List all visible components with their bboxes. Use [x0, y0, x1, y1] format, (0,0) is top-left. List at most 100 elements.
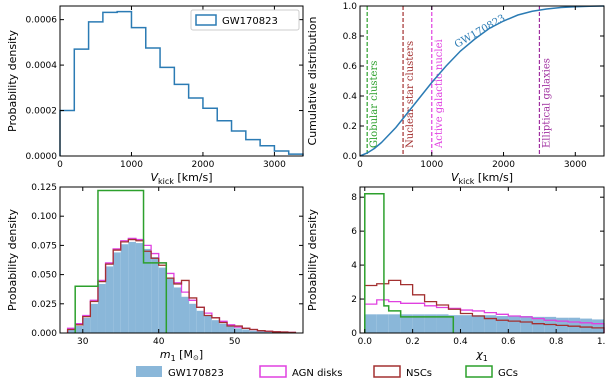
histogram-bar [257, 331, 266, 333]
histogram-bar [227, 325, 235, 333]
axes-frame [59, 5, 304, 157]
y-tick-label: 0.0002 [26, 107, 58, 117]
y-tick-label: 0.0 [343, 152, 358, 162]
y-tick-label: 0 [351, 329, 357, 339]
y-tick-label: 0.0004 [26, 61, 58, 71]
x-axis-label: Vkick [km/s] [451, 171, 513, 186]
legend-label: GW170823 [222, 16, 278, 27]
histogram-bar [508, 316, 521, 333]
histogram-step [66, 238, 297, 334]
y-axis-label: Probability density [306, 209, 319, 311]
histogram-bar [128, 241, 136, 333]
y-tick-label: 2 [351, 295, 357, 305]
y-tick-label: 0.125 [31, 183, 57, 193]
histogram-bar [424, 314, 437, 333]
histogram-bar [376, 314, 389, 333]
legend-label: GW170823 [168, 368, 224, 379]
histogram-bar [249, 330, 258, 333]
x-tick-label: 0.2 [405, 337, 419, 347]
histogram-bar [400, 314, 413, 333]
legend: GW170823 [190, 9, 300, 31]
y-tick-label: 0.0000 [26, 152, 58, 162]
legend-swatch [195, 14, 217, 26]
reference-line-label: Active galactic nuclei [434, 39, 445, 149]
y-tick-label: 0.025 [31, 300, 57, 310]
panel-kick-velocity-density: 0 1000 2000 3000 0.0000 0.0002 0.0004 0.0006 Pro… [6, 5, 304, 186]
histogram-bar [196, 310, 205, 333]
y-tick-label: 0.6 [343, 62, 358, 72]
histogram-bar [82, 317, 91, 333]
y-axis-label: Probability density [6, 30, 19, 132]
histogram-bar [234, 328, 243, 333]
x-tick-label: 2000 [191, 160, 214, 170]
y-tick-label: 4 [351, 261, 357, 271]
x-tick-label: 40 [153, 337, 165, 347]
histogram-bar [520, 316, 533, 333]
histogram-bar [166, 278, 174, 333]
x-tick-label: 1000 [120, 160, 143, 170]
histogram-bar [67, 329, 76, 333]
x-tick-label: 3000 [263, 160, 286, 170]
legend-swatch [465, 365, 493, 378]
x-tick-label: 0 [357, 160, 363, 170]
legend-swatch [136, 366, 162, 377]
histogram-bar [412, 314, 425, 333]
y-tick-label: 0.2 [343, 122, 357, 132]
x-axis-label: Vkick [km/s] [150, 171, 212, 186]
histogram-bar [105, 266, 114, 333]
reference-line-label: Nuclear star clusters [405, 41, 416, 148]
histogram-step [74, 189, 168, 333]
histogram-bar [75, 325, 83, 333]
histogram-bar [460, 315, 473, 333]
x-tick-label: 3000 [564, 160, 587, 170]
y-tick-label: 6 [351, 227, 357, 237]
histogram-bar [265, 331, 273, 333]
legend-label: GCs [498, 368, 518, 379]
legend-swatch [373, 365, 401, 378]
legend-swatch [259, 365, 287, 378]
x-tick-label: 0.0 [358, 337, 373, 347]
y-tick-label: 8 [351, 193, 357, 203]
histogram-bar [181, 296, 190, 333]
histogram-bar [151, 257, 159, 333]
histogram-step [364, 279, 605, 333]
reference-line-label: Globular clusters [369, 61, 380, 148]
histogram-bar [242, 329, 250, 333]
y-tick-label: 0.075 [31, 241, 57, 251]
histogram-bar [364, 314, 377, 333]
histogram-bar [204, 315, 212, 333]
histogram-bar [388, 314, 401, 333]
histogram-bar [568, 317, 581, 333]
curve-label: GW170823 [453, 13, 507, 51]
x-tick-label: 50 [229, 337, 241, 347]
panel-primary-mass-density: 30 40 50 0.000 0.025 0.050 0.075 0.100 0.125 Prob… [6, 183, 304, 363]
histogram-bar [90, 303, 98, 333]
legend-frame [190, 9, 300, 31]
x-tick-label: 0.8 [549, 337, 564, 347]
histogram-bar [472, 315, 485, 333]
y-tick-label: 0.050 [31, 271, 57, 281]
x-tick-label: 0.6 [501, 337, 516, 347]
histogram-bar [158, 267, 167, 333]
x-tick-label: 0.4 [453, 337, 468, 347]
legend-label: AGN disks [292, 368, 342, 379]
histogram-bar [448, 315, 461, 333]
histogram-bar [484, 315, 497, 333]
x-tick-label: 0 [57, 160, 63, 170]
histogram-bar [143, 248, 152, 333]
panel-kick-velocity-cumulative: Globular clusters Nuclear star clusters Ac… [306, 2, 605, 186]
y-tick-label: 0.8 [343, 32, 358, 42]
reference-line-label: Elliptical galaxies [541, 58, 552, 148]
y-tick-label: 1.0 [343, 2, 358, 12]
y-tick-label: 0.100 [31, 212, 57, 222]
x-tick-label: 30 [77, 337, 89, 347]
y-axis-label: Probability density [6, 209, 19, 311]
histogram-bar [592, 319, 604, 333]
x-axis-label: m1 [M⊙] [160, 348, 203, 363]
histogram-bar [135, 243, 144, 333]
y-axis-label: Cumulative distribution [306, 16, 319, 145]
x-axis-label: χ1 [475, 348, 488, 363]
histogram-bar [496, 316, 509, 333]
legend-label: NSCs [406, 368, 432, 379]
histogram-step [364, 193, 455, 333]
